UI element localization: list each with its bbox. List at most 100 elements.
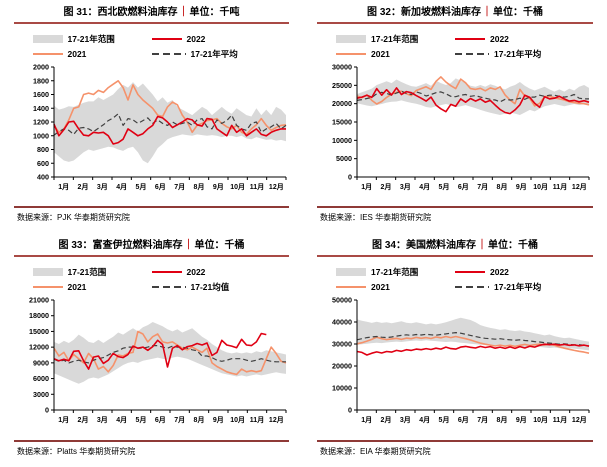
figure-panel-33: 图 33：富查伊拉燃料油库存｜单位：千桶 17-21范围 2022 2021 1… (0, 233, 303, 467)
legend-row: 2021 17-21年平均 (32, 46, 271, 61)
red-line-swatch (455, 37, 485, 40)
dashed-line-swatch (151, 52, 186, 55)
legend-label: 17-21范围 (67, 266, 107, 277)
x-month-label: 11月 (250, 183, 264, 191)
legend-label: 17-21年范围 (371, 266, 419, 277)
x-month-label: 11月 (553, 183, 567, 191)
series-line-2022 (356, 343, 590, 356)
legend-label: 17-21均值 (190, 281, 230, 292)
series-line-17-21年平均 (356, 90, 589, 103)
legend-item-2021: 2021 (32, 48, 152, 59)
x-month-label: 11月 (250, 416, 264, 424)
legend-label: 17-21年范围 (371, 33, 419, 44)
x-month-label: 9月 (516, 416, 527, 424)
figure-name: 美国燃料油库存 (405, 240, 476, 251)
range-band-area (357, 317, 589, 351)
y-tick-label: 21000 (29, 296, 49, 305)
x-month-label: 4月 (419, 416, 430, 424)
figure-unit: 单位：千桶 (194, 240, 245, 251)
legend-item-2021: 2021 (32, 281, 152, 292)
y-tick-label: 20000 (332, 362, 352, 371)
x-month-label: 10月 (230, 416, 245, 424)
x-month-label: 9月 (213, 416, 224, 424)
x-month-label: 6月 (458, 416, 469, 424)
orange-line-swatch (336, 52, 366, 55)
axes (356, 300, 589, 411)
legend-item-2022: 2022 (151, 267, 271, 277)
title-separator: ｜ (476, 240, 487, 251)
x-month-label: 2月 (78, 416, 89, 424)
legend-row: 2021 17-21年平均 (336, 279, 574, 294)
y-tick-label: 1600 (33, 90, 49, 99)
figure-name: 西北欧燃料油库存 (97, 7, 178, 18)
range-band-area (54, 322, 286, 384)
legend-label: 17-21年平均 (494, 48, 542, 59)
chart-legend: 17-21年范围 2022 2021 17-21年平均 (32, 31, 271, 61)
legend-item-avg: 17-21年平均 (455, 48, 574, 60)
legend-item-2021: 2021 (336, 49, 455, 59)
legend-label: 17-21年范围 (67, 33, 115, 44)
legend-label: 2021 (371, 48, 390, 59)
data-source: 数据来源：IES 华泰期货研究院 (320, 213, 432, 222)
x-month-label: 3月 (400, 183, 411, 191)
x-month-label: 3月 (97, 416, 108, 424)
x-month-label: 5月 (136, 416, 147, 424)
x-month-label: 4月 (116, 183, 127, 191)
x-month-label: 6月 (155, 416, 166, 424)
legend-item-avg: 17-21年平均 (455, 281, 574, 293)
title-separator: ｜ (481, 7, 492, 18)
line-chart-canvas: 0 10000 20000 30000 40000 50000 1月 2月 3月 4月 5月 6月 7月… (332, 296, 590, 424)
red-line-swatch (151, 37, 182, 40)
x-month-label: 12月 (572, 416, 587, 424)
red-line-swatch (455, 270, 485, 273)
legend-label: 2021 (67, 281, 87, 292)
x-month-label: 12月 (269, 416, 284, 424)
y-tick-label: 5000 (336, 154, 352, 163)
x-month-label: 8月 (194, 183, 205, 191)
legend-label: 2022 (186, 33, 206, 44)
legend-label: 2021 (67, 48, 87, 59)
series-line-2022 (53, 115, 286, 145)
range-band-swatch (336, 34, 366, 43)
y-tick-label: 0 (348, 173, 352, 182)
figure-unit: 单位：千桶 (487, 240, 538, 251)
x-month-label: 1月 (58, 416, 69, 424)
dashed-line-swatch (455, 285, 489, 288)
x-month-label: 7月 (174, 183, 185, 191)
title-separator: ｜ (183, 240, 194, 251)
y-tick-label: 1800 (33, 76, 49, 85)
figure-title: 图 33：富查伊拉燃料油库存｜单位：千桶 (14, 240, 289, 252)
red-line-swatch (151, 270, 182, 273)
legend-item-avg: 17-21均值 (151, 281, 271, 293)
y-tick-label: 30000 (332, 340, 352, 349)
y-tick-label: 2000 (33, 63, 49, 72)
x-month-label: 8月 (497, 416, 508, 424)
x-month-label: 7月 (477, 416, 488, 424)
x-month-label: 4月 (116, 416, 127, 424)
legend-item-2022: 2022 (151, 33, 271, 44)
figure-panel-32: 图 32：新加坡燃料油库存｜单位：千桶 17-21年范围 2022 2021 1… (303, 0, 607, 233)
series-line-2021 (53, 80, 287, 136)
figure-number: 图 32： (367, 7, 401, 18)
x-month-label: 5月 (439, 416, 450, 424)
x-month-label: 12月 (269, 183, 284, 191)
legend-item-range: 17-21范围 (32, 266, 152, 278)
legend-item-2022: 2022 (455, 267, 574, 277)
y-tick-label: 6000 (33, 374, 49, 383)
x-month-label: 7月 (174, 416, 185, 424)
x-month-label: 7月 (477, 183, 488, 191)
figure-panel-34: 图 34：美国燃料油库存｜单位：千桶 17-21年范围 2022 2021 17… (303, 233, 607, 467)
legend-item-range: 17-21年范围 (336, 266, 455, 278)
y-tick-label: 50000 (332, 296, 352, 305)
orange-line-swatch (336, 285, 366, 288)
y-tick-label: 9000 (33, 358, 49, 367)
y-tick-label: 30000 (332, 63, 352, 72)
y-tick-label: 18000 (29, 311, 49, 320)
dashed-line-swatch (151, 285, 186, 288)
legend-item-2021: 2021 (336, 282, 455, 292)
data-source: 数据来源：Platts 华泰期货研究院 (17, 447, 136, 456)
line-chart-canvas: 400 600 800 1000 1200 1400 1600 1800 2000 1月 2月 3月 4… (33, 63, 287, 191)
legend-label: 2021 (371, 281, 390, 292)
title-separator: ｜ (178, 7, 189, 18)
legend-item-avg: 17-21年平均 (151, 48, 271, 60)
